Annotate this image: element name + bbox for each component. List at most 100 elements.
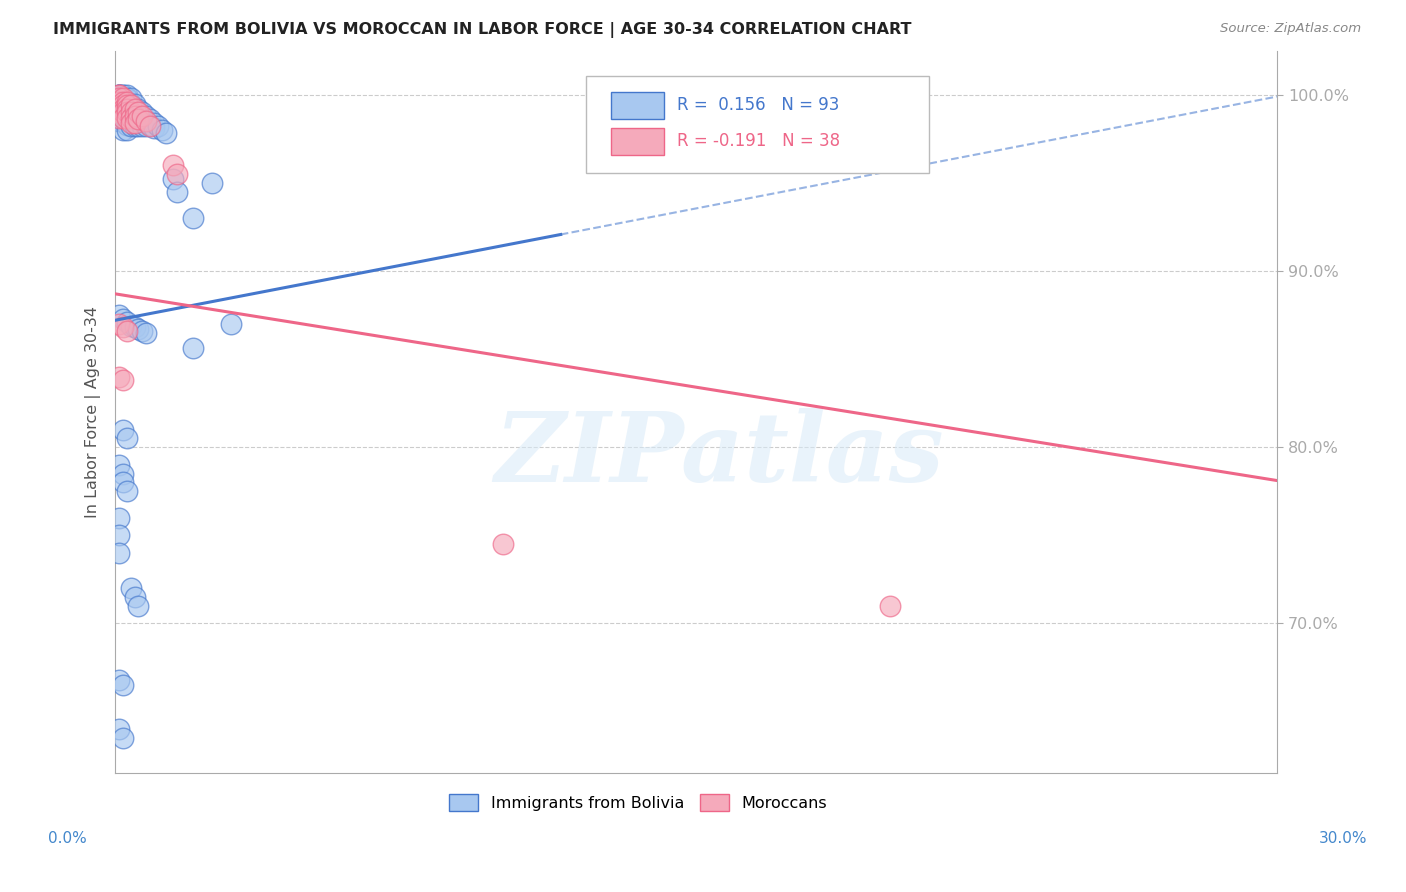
Point [124,320,146,334]
Text: ZIPatlas: ZIPatlas [495,409,945,502]
FancyBboxPatch shape [612,92,664,120]
Point [108,105,131,120]
Point [135,114,157,128]
Point [115,123,138,137]
Point [120,581,142,595]
Point [111,95,134,109]
Point [108,722,131,736]
Point [124,109,146,123]
Point [108,95,131,109]
Point [108,87,131,102]
Point [124,96,146,111]
Point [115,484,138,499]
Point [108,528,131,542]
Point [120,107,142,121]
Point [491,537,513,551]
Point [115,431,138,445]
Point [111,87,134,102]
Y-axis label: In Labor Force | Age 30-34: In Labor Force | Age 30-34 [86,306,101,518]
Point [108,95,131,109]
Point [108,91,131,105]
Point [135,120,157,134]
Point [127,322,149,336]
Point [115,105,138,120]
Point [135,109,157,123]
Point [111,102,134,116]
Point [111,731,134,745]
Point [111,467,134,481]
Point [111,111,134,125]
Text: R =  0.156   N = 93: R = 0.156 N = 93 [676,95,839,114]
Point [120,91,142,105]
Point [166,167,188,181]
Point [115,105,138,120]
Point [120,114,142,128]
Point [127,114,149,128]
Point [120,105,142,120]
Point [111,123,134,137]
Point [108,546,131,560]
Point [127,599,149,613]
FancyBboxPatch shape [586,76,929,173]
Point [135,114,157,128]
Point [115,114,138,128]
Point [111,678,134,692]
FancyBboxPatch shape [612,128,664,155]
Point [131,109,153,123]
Point [142,121,165,136]
Point [108,98,131,112]
Point [124,105,146,120]
Point [120,120,142,134]
Point [181,211,204,225]
Point [108,87,131,102]
Point [150,123,173,137]
Point [127,105,149,120]
Point [120,111,142,125]
Point [201,176,224,190]
Point [124,116,146,130]
Point [120,111,142,125]
Point [111,91,134,105]
Point [124,111,146,125]
Point [111,102,134,116]
Point [115,91,138,105]
Point [108,87,131,102]
Point [108,673,131,687]
Point [111,105,134,120]
Point [115,118,138,132]
Point [139,120,162,134]
Point [108,308,131,322]
Point [181,342,204,356]
Point [111,98,134,112]
Point [115,98,138,112]
Point [111,423,134,437]
Point [108,91,131,105]
Point [139,118,162,132]
Point [139,112,162,127]
Point [111,98,134,112]
Point [115,109,138,123]
Point [111,91,134,105]
Point [115,102,138,116]
Point [111,105,134,120]
Point [111,475,134,490]
Text: R = -0.191   N = 38: R = -0.191 N = 38 [676,132,839,150]
Point [111,111,134,125]
Point [120,102,142,116]
Point [108,114,131,128]
Point [111,114,134,128]
Point [108,109,131,123]
Point [108,111,131,125]
Text: IMMIGRANTS FROM BOLIVIA VS MOROCCAN IN LABOR FORCE | AGE 30-34 CORRELATION CHART: IMMIGRANTS FROM BOLIVIA VS MOROCCAN IN L… [53,22,912,38]
Point [146,120,169,134]
Text: 0.0%: 0.0% [48,831,87,846]
Point [221,317,243,331]
Point [124,114,146,128]
Point [120,98,142,112]
Text: Source: ZipAtlas.com: Source: ZipAtlas.com [1220,22,1361,36]
Text: 30.0%: 30.0% [1319,831,1367,846]
Point [120,318,142,333]
Point [115,111,138,125]
Point [108,458,131,472]
Point [111,373,134,387]
